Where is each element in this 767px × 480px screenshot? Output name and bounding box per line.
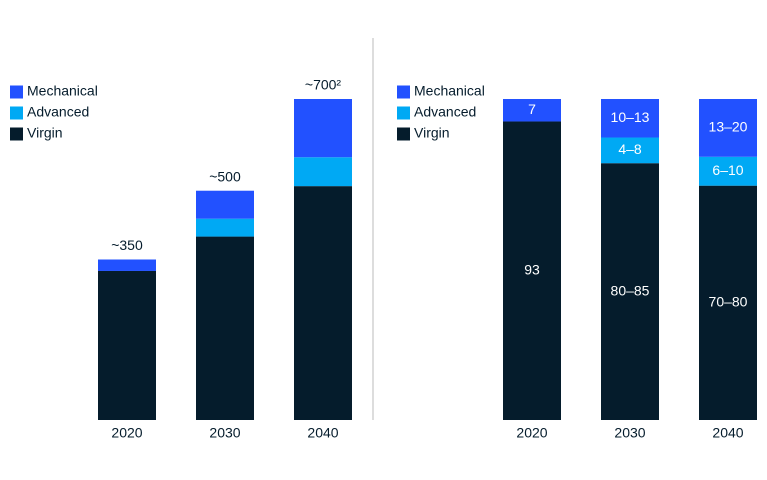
data-label: 93 [524,261,540,277]
legend-swatch [397,127,410,141]
bar-segment [294,186,352,420]
x-tick-label: 2040 [712,425,743,441]
bar-segment [503,99,561,122]
x-tick-label: 2030 [209,425,240,441]
bar-segment [98,259,156,271]
bar-segment [294,157,352,187]
legend-label: Virgin [27,125,63,141]
data-label: 13–20 [709,119,748,135]
legend-label: Mechanical [414,83,485,99]
legend-label: Mechanical [27,83,98,99]
data-label: 10–13 [611,109,650,125]
data-label: 6–10 [712,162,743,178]
data-label: 70–80 [709,294,748,310]
x-tick-label: 2030 [614,425,645,441]
bar-segment [503,121,561,420]
bar-segment [601,99,659,138]
bar-segment [196,236,254,420]
bar-segment [601,137,659,164]
legend-label: Advanced [27,104,89,120]
bar-segment [699,156,757,186]
bar-segment [98,270,156,420]
bar-segment [294,99,352,158]
legend-swatch [10,85,23,99]
data-label: 7 [528,101,536,117]
data-label: 80–85 [611,282,650,298]
bar-segment [196,218,254,237]
legend-swatch [10,106,23,120]
bar-segment [601,163,659,420]
bar-segment [699,185,757,420]
legend-label: Virgin [414,125,450,141]
total-label: ~700² [305,77,342,93]
data-label: 4–8 [618,141,642,157]
legend-swatch [397,106,410,120]
x-tick-label: 2040 [307,425,338,441]
total-label: ~500 [209,168,241,184]
legend-label: Advanced [414,104,476,120]
legend-swatch [10,127,23,141]
bar-segment [196,190,254,219]
bar-segment [699,99,757,157]
x-tick-label: 2020 [516,425,547,441]
total-label: ~350 [111,237,143,253]
legend-swatch [397,85,410,99]
x-tick-label: 2020 [111,425,142,441]
